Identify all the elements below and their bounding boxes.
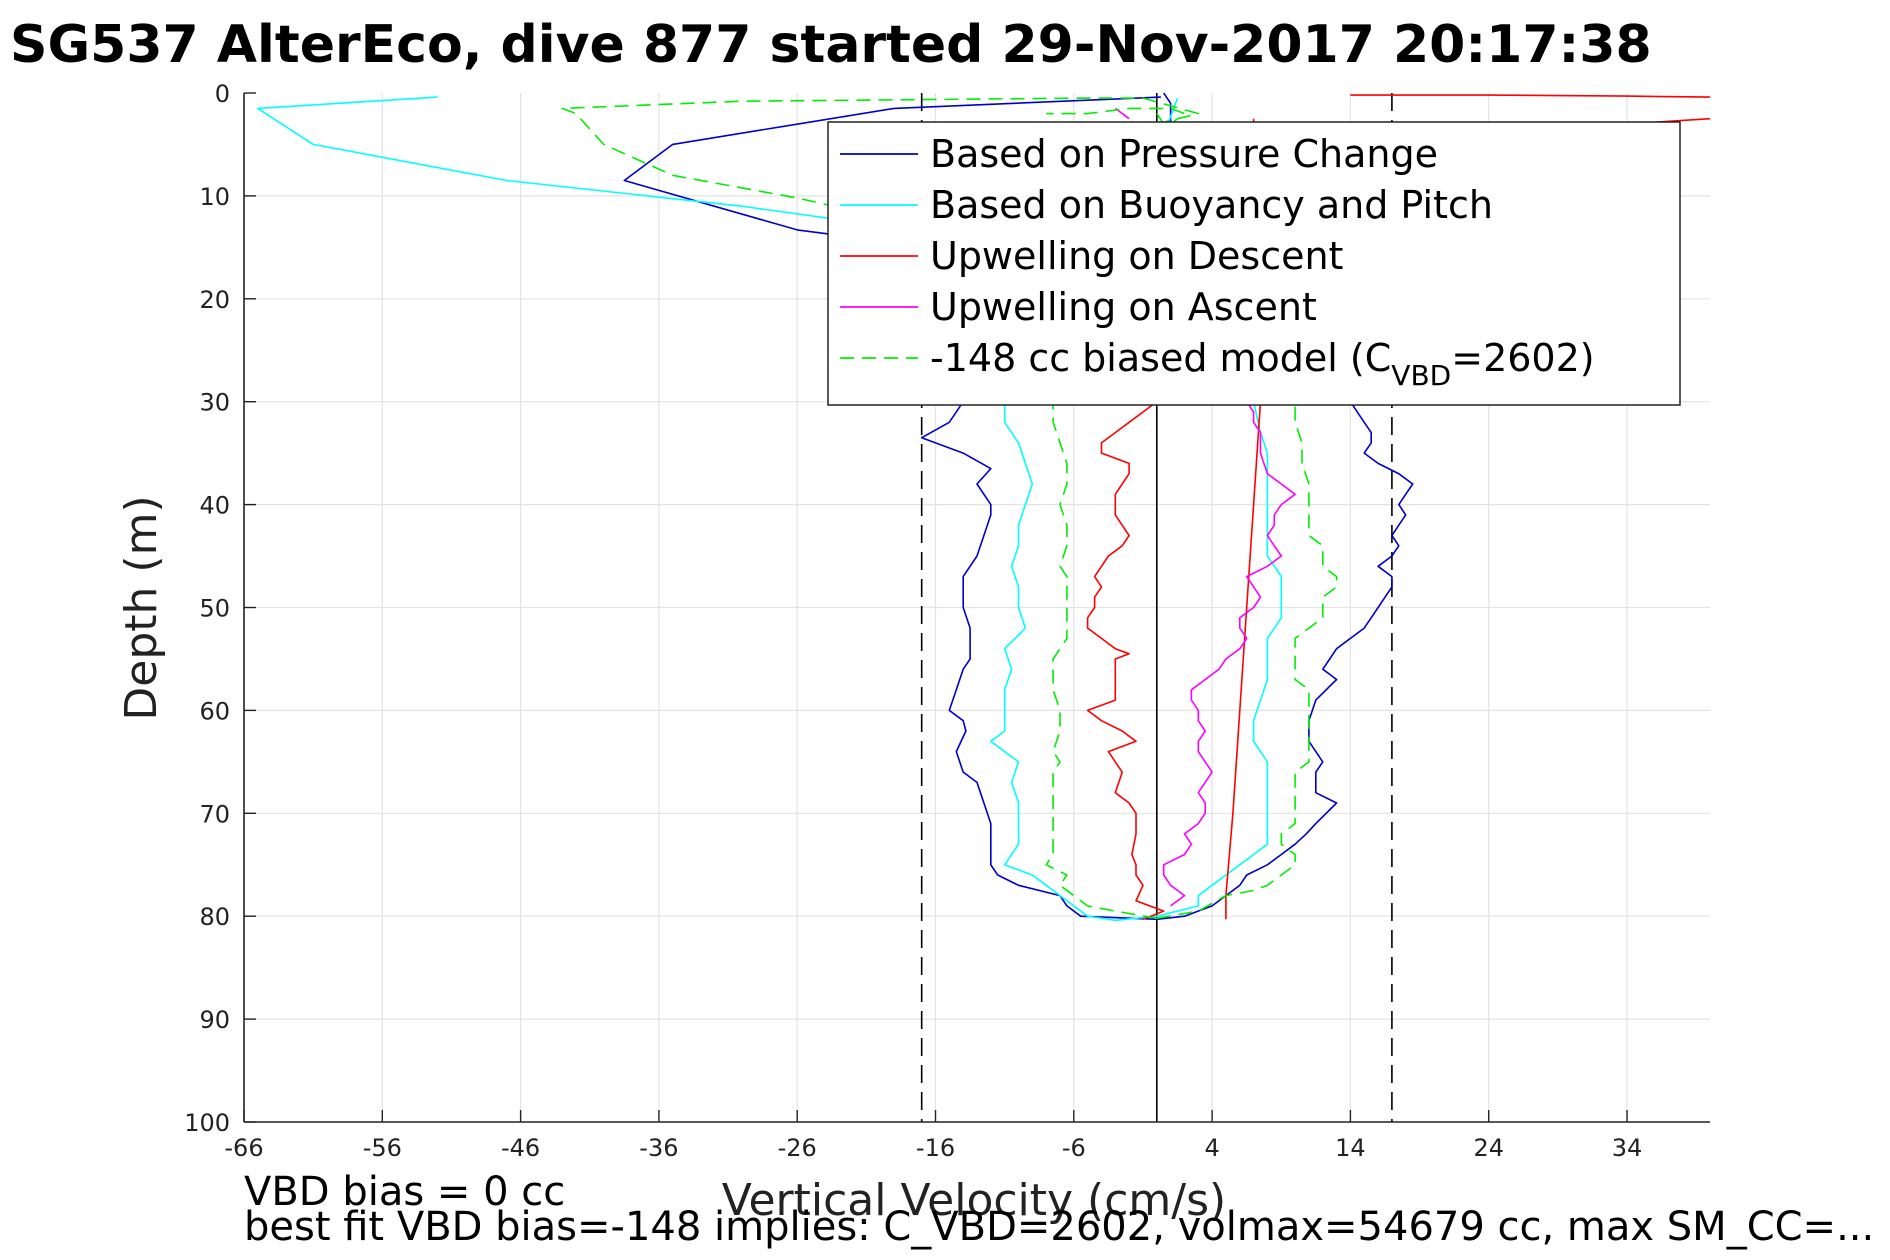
y-tick-label: 40 — [199, 492, 230, 520]
x-axis-label: Vertical Velocity (cm/s) — [722, 1175, 1226, 1226]
x-tick-label: -26 — [778, 1134, 817, 1162]
x-tick-label: 24 — [1473, 1134, 1504, 1162]
x-tick-label: 14 — [1335, 1134, 1366, 1162]
x-tick-label: -6 — [1062, 1134, 1086, 1162]
x-tick-label: 34 — [1612, 1134, 1643, 1162]
chart-title: SG537 AlterEco, dive 877 started 29-Nov-… — [10, 15, 1652, 75]
y-tick-label: 20 — [199, 286, 230, 314]
series-line — [1350, 94, 1711, 98]
footer-bestfit: best fit VBD bias=-148 implies: C_VBD=26… — [244, 1204, 1874, 1250]
y-tick-label: 30 — [199, 389, 230, 417]
series-line — [561, 97, 1200, 920]
y-tick-label: 70 — [199, 800, 230, 828]
y-tick-label: 90 — [199, 1006, 230, 1034]
legend-label: Based on Pressure Change — [930, 132, 1438, 176]
y-axis-label: Depth (m) — [116, 495, 167, 720]
series-line — [256, 96, 1283, 922]
x-tick-label: -16 — [916, 1134, 955, 1162]
y-tick-label: 0 — [215, 80, 230, 108]
tick-labels: -66 -56 -46 -36 -26 -16 -6 4 14 24 34 0 10 20 30 40 50 60… — [184, 80, 1642, 1162]
series-group — [256, 92, 1711, 922]
series-line — [1162, 401, 1296, 907]
x-tick-label: 4 — [1204, 1134, 1219, 1162]
legend: Based on Pressure Change Based on Buoyanc… — [827, 121, 1681, 406]
legend-label: Based on Buoyancy and Pitch — [930, 183, 1493, 227]
legend-box — [827, 121, 1681, 406]
legend-label: Upwelling on Ascent — [930, 285, 1317, 329]
legend-label: Upwelling on Descent — [930, 234, 1343, 278]
footer-bias: VBD bias = 0 cc — [244, 1169, 565, 1215]
x-tick-label: -36 — [639, 1134, 678, 1162]
series-line — [1086, 401, 1165, 921]
y-tick-label: 100 — [184, 1109, 230, 1137]
x-tick-label: -56 — [363, 1134, 402, 1162]
x-tick-label: -46 — [501, 1134, 540, 1162]
y-tick-label: 50 — [199, 595, 230, 623]
y-tick-label: 80 — [199, 903, 230, 931]
y-tick-label: 10 — [199, 183, 230, 211]
series-line — [623, 92, 1414, 921]
series-line — [1156, 113, 1338, 920]
x-tick-label: -66 — [224, 1134, 263, 1162]
y-tick-label: 60 — [199, 697, 230, 725]
